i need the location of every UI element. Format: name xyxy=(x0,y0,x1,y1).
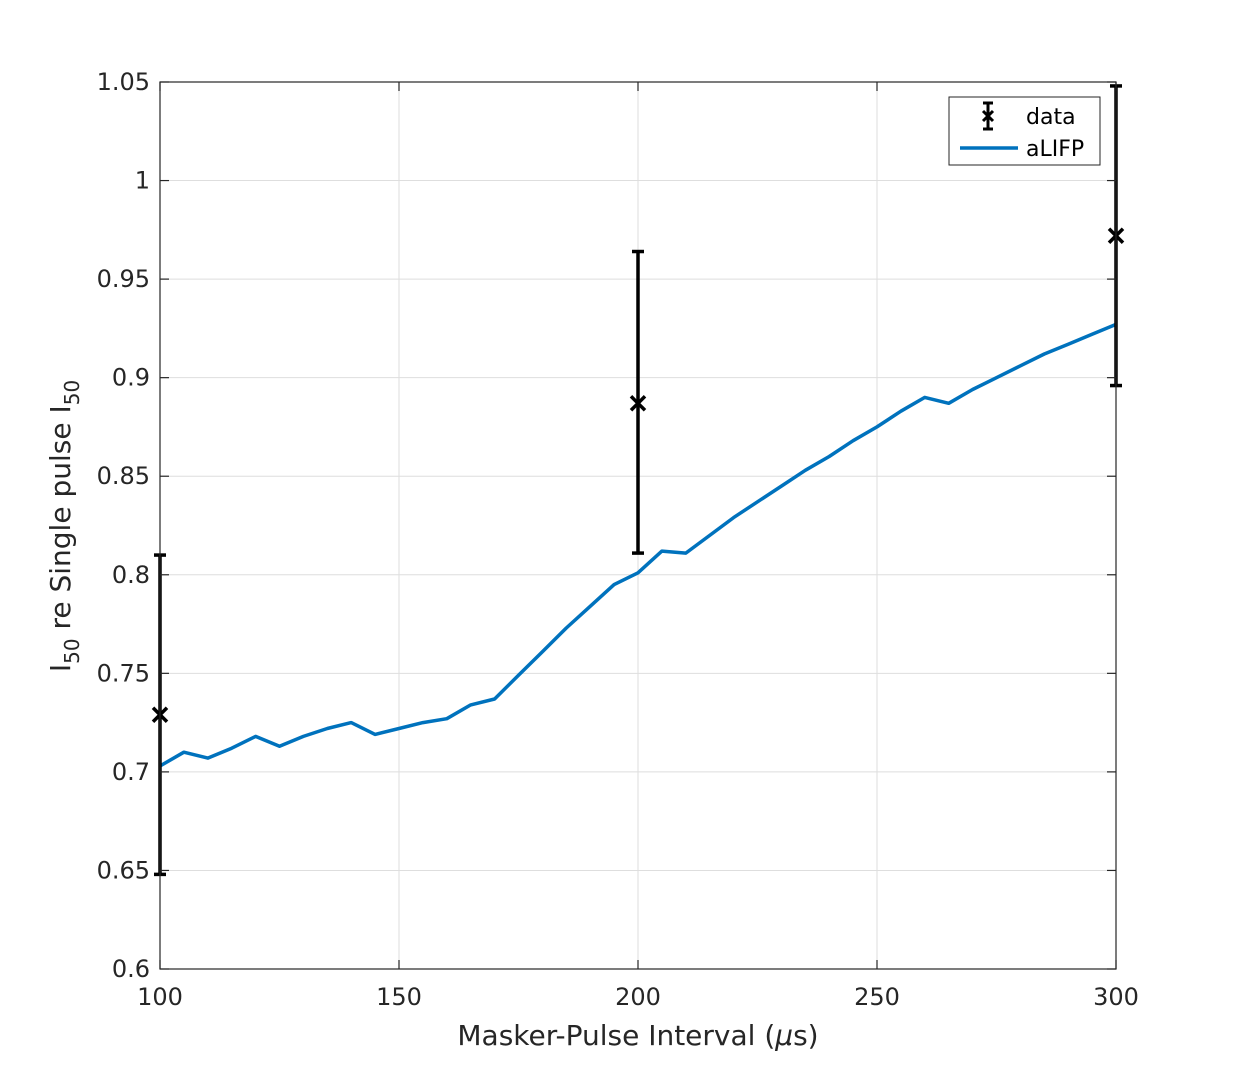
y-tick-label: 0.95 xyxy=(97,265,150,293)
y-tick-label: 0.65 xyxy=(97,856,150,884)
legend-box xyxy=(948,96,1101,166)
legend-x-marker xyxy=(981,109,995,123)
y-tick-label: 0.8 xyxy=(112,561,150,589)
x-tick-label: 250 xyxy=(854,983,900,1011)
x-tick-label: 150 xyxy=(376,983,422,1011)
y-tick-label: 0.85 xyxy=(97,462,150,490)
errorbar-point xyxy=(629,249,647,555)
x-tick-label: 100 xyxy=(137,983,183,1011)
y-tick-label: 0.9 xyxy=(112,364,150,392)
axis-ticks xyxy=(159,81,1117,970)
y-tick-label: 1.05 xyxy=(97,68,150,96)
x-axis-label: Masker-Pulse Interval (μs) xyxy=(457,1019,818,1052)
y-tick-label: 1 xyxy=(135,167,150,195)
legend: data aLIFP xyxy=(948,96,1101,166)
legend-entry-alifp: aLIFP xyxy=(1026,137,1084,162)
legend-errorbar-icon xyxy=(981,101,995,131)
x-marker xyxy=(629,395,647,412)
tick-labels: 100 150 200 250 300 0.6 0.65 0.7 0.75 0.8 0.85 0.9 0… xyxy=(97,68,1139,1011)
x-tick-label: 300 xyxy=(1093,983,1139,1011)
x-tick-label: 200 xyxy=(615,983,661,1011)
y-tick-label: 0.75 xyxy=(97,659,150,687)
y-axis-label: I50 re Single pulse I50 xyxy=(44,380,84,672)
y-tick-label: 0.6 xyxy=(112,955,150,983)
y-tick-label: 0.7 xyxy=(112,758,150,786)
series-line-alifp xyxy=(159,322,1117,768)
legend-entry-data: data xyxy=(1026,105,1076,130)
